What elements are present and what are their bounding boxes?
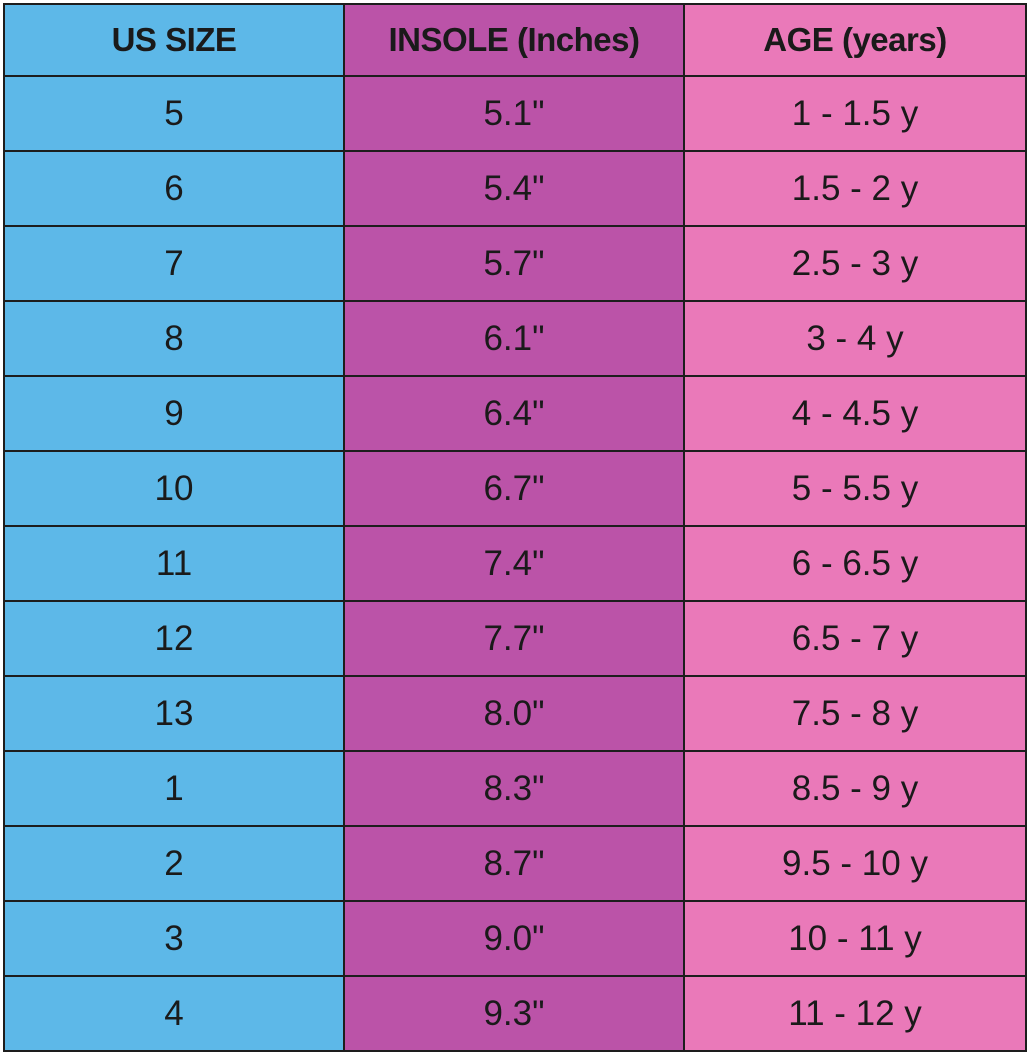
- size-cell: 5: [3, 75, 345, 152]
- size-cell: 2: [3, 825, 345, 902]
- insole-cell: 7.4": [343, 525, 685, 602]
- age-cell: 1.5 - 2 y: [683, 150, 1027, 227]
- size-cell: 8: [3, 300, 345, 377]
- insole-cell: 9.0": [343, 900, 685, 977]
- size-cell: 13: [3, 675, 345, 752]
- table-header: US SIZE INSOLE (Inches) AGE (years): [3, 3, 1027, 77]
- insole-cell: 7.7": [343, 600, 685, 677]
- age-cell: 4 - 4.5 y: [683, 375, 1027, 452]
- header-row: US SIZE INSOLE (Inches) AGE (years): [3, 3, 1027, 77]
- age-cell: 6 - 6.5 y: [683, 525, 1027, 602]
- header-us-size: US SIZE: [3, 3, 345, 77]
- insole-cell: 6.1": [343, 300, 685, 377]
- size-cell: 1: [3, 750, 345, 827]
- table-row: 7 5.7" 2.5 - 3 y: [3, 225, 1027, 302]
- age-cell: 10 - 11 y: [683, 900, 1027, 977]
- table-row: 13 8.0" 7.5 - 8 y: [3, 675, 1027, 752]
- header-age: AGE (years): [683, 3, 1027, 77]
- table-row: 12 7.7" 6.5 - 7 y: [3, 600, 1027, 677]
- insole-cell: 8.0": [343, 675, 685, 752]
- size-cell: 3: [3, 900, 345, 977]
- table-row: 6 5.4" 1.5 - 2 y: [3, 150, 1027, 227]
- table-row: 1 8.3" 8.5 - 9 y: [3, 750, 1027, 827]
- table-row: 3 9.0" 10 - 11 y: [3, 900, 1027, 977]
- age-cell: 3 - 4 y: [683, 300, 1027, 377]
- size-cell: 7: [3, 225, 345, 302]
- insole-cell: 9.3": [343, 975, 685, 1052]
- age-cell: 2.5 - 3 y: [683, 225, 1027, 302]
- age-cell: 5 - 5.5 y: [683, 450, 1027, 527]
- table-row: 11 7.4" 6 - 6.5 y: [3, 525, 1027, 602]
- age-cell: 6.5 - 7 y: [683, 600, 1027, 677]
- size-cell: 12: [3, 600, 345, 677]
- insole-cell: 6.7": [343, 450, 685, 527]
- age-cell: 8.5 - 9 y: [683, 750, 1027, 827]
- header-insole: INSOLE (Inches): [343, 3, 685, 77]
- age-cell: 9.5 - 10 y: [683, 825, 1027, 902]
- size-cell: 4: [3, 975, 345, 1052]
- age-cell: 11 - 12 y: [683, 975, 1027, 1052]
- insole-cell: 5.1": [343, 75, 685, 152]
- size-cell: 9: [3, 375, 345, 452]
- insole-cell: 5.4": [343, 150, 685, 227]
- table-row: 9 6.4" 4 - 4.5 y: [3, 375, 1027, 452]
- size-cell: 6: [3, 150, 345, 227]
- insole-cell: 5.7": [343, 225, 685, 302]
- insole-cell: 8.7": [343, 825, 685, 902]
- insole-cell: 6.4": [343, 375, 685, 452]
- size-cell: 11: [3, 525, 345, 602]
- table-row: 5 5.1" 1 - 1.5 y: [3, 75, 1027, 152]
- table-row: 10 6.7" 5 - 5.5 y: [3, 450, 1027, 527]
- age-cell: 7.5 - 8 y: [683, 675, 1027, 752]
- insole-cell: 8.3": [343, 750, 685, 827]
- table-row: 4 9.3" 11 - 12 y: [3, 975, 1027, 1052]
- table-row: 8 6.1" 3 - 4 y: [3, 300, 1027, 377]
- size-cell: 10: [3, 450, 345, 527]
- size-chart-table: US SIZE INSOLE (Inches) AGE (years) 5 5.1…: [3, 3, 1027, 1052]
- age-cell: 1 - 1.5 y: [683, 75, 1027, 152]
- table-row: 2 8.7" 9.5 - 10 y: [3, 825, 1027, 902]
- table-body: 5 5.1" 1 - 1.5 y 6 5.4" 1.5 - 2 y 7 5.7" 2.5 - 3…: [3, 75, 1027, 1052]
